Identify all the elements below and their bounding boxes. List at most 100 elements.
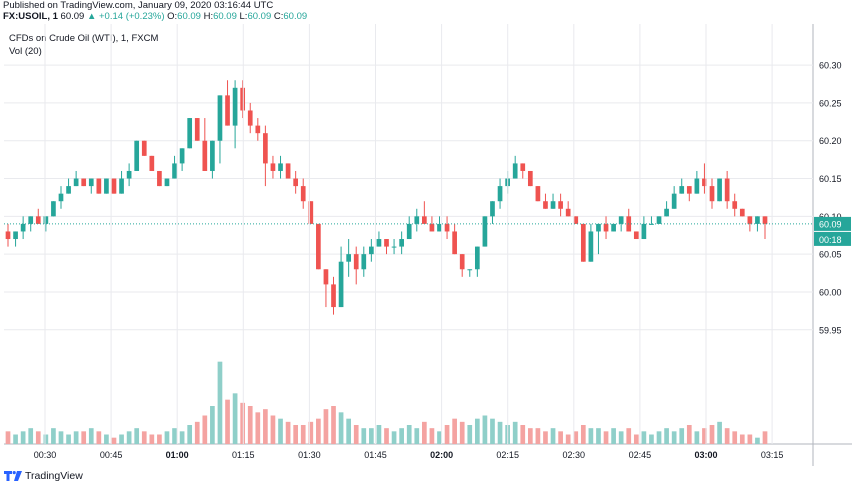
volume-bar: [149, 434, 155, 444]
volume-bar: [535, 428, 541, 444]
volume-bar: [134, 428, 140, 444]
volume-bar: [550, 428, 556, 444]
volume-bar: [391, 431, 397, 444]
candle-body: [580, 223, 586, 262]
time-tick-label: 03:15: [761, 450, 784, 460]
candle-body: [338, 261, 344, 308]
volume-bar: [671, 431, 677, 444]
volume-bar: [474, 418, 480, 444]
volume-bar: [702, 428, 707, 444]
volume-bar: [111, 437, 117, 444]
low-value: 60.09: [247, 11, 272, 22]
close-label: C:: [273, 11, 284, 22]
volume-bar: [444, 425, 450, 444]
candle-body: [278, 163, 283, 171]
volume-bar: [225, 399, 230, 444]
candle-body: [225, 95, 230, 126]
candle-body: [126, 170, 132, 179]
volume-bar: [452, 418, 457, 444]
candle-body: [482, 216, 488, 247]
tradingview-logo[interactable]: TradingView: [4, 470, 83, 482]
candle-body: [194, 118, 200, 141]
candle-body: [444, 223, 450, 232]
candle-body: [232, 87, 238, 126]
volume-bar: [603, 431, 609, 444]
candle-body: [43, 216, 49, 224]
candle-body: [490, 201, 495, 217]
candle-body: [702, 178, 707, 187]
volume-bar: [202, 415, 208, 444]
candle-body: [422, 216, 427, 224]
volume-bar: [437, 431, 442, 444]
volume-bar: [739, 434, 745, 444]
candlestick-chart[interactable]: CFDs on Crude Oil (WTI), 1, FXCM Vol (20)…: [0, 24, 852, 466]
candle-body: [73, 178, 79, 187]
volume-bar: [5, 431, 11, 444]
volume-bar: [520, 425, 526, 444]
candle-body: [633, 231, 639, 240]
tradingview-logo-icon: [4, 471, 22, 481]
candle-body: [293, 178, 299, 187]
volume-bar: [361, 428, 367, 444]
volume-bar: [28, 428, 34, 444]
candle-body: [376, 239, 382, 247]
candle-body: [308, 201, 314, 224]
candle-body: [187, 118, 193, 149]
volume-bar: [596, 428, 601, 444]
footer: TradingView: [0, 466, 852, 485]
price-tick-label: 60.10: [819, 212, 842, 222]
volume-bar: [51, 428, 56, 444]
volume-bar: [285, 421, 291, 444]
candle-body: [664, 208, 669, 217]
volume-bar: [467, 425, 473, 444]
time-tick-label: 01:00: [166, 450, 189, 460]
price-tick-label: 59.95: [819, 325, 842, 335]
candle-body: [459, 254, 465, 270]
high-label: H:: [203, 11, 214, 22]
volume-bar: [20, 431, 26, 444]
candle-body: [739, 208, 745, 217]
candle-body: [210, 140, 215, 171]
volume-bar: [141, 431, 147, 444]
candle-body: [762, 216, 768, 224]
volume-bar: [126, 431, 132, 444]
volume-bar: [369, 428, 374, 444]
quote-line: FX:USOIL, 1 60.09 ▲ +0.14 (+0.23%) O:60.…: [3, 11, 849, 22]
candle-body: [755, 216, 760, 224]
tradingview-brand: TradingView: [25, 470, 83, 482]
candle-body: [679, 186, 685, 194]
volume-bar: [755, 437, 760, 444]
candle-body: [361, 254, 367, 270]
candle-body: [323, 269, 329, 285]
candle-body: [104, 178, 109, 194]
price-tick-label: 60.15: [819, 174, 842, 184]
volume-bar: [611, 428, 616, 444]
volume-bar: [73, 431, 79, 444]
volume-bar: [194, 421, 200, 444]
volume-bar: [565, 434, 571, 444]
volume-bar: [247, 406, 253, 444]
candle-body: [717, 178, 722, 202]
volume-bar: [376, 425, 382, 444]
volume-bar: [527, 428, 533, 444]
candle-body: [217, 95, 223, 141]
volume-bar: [308, 421, 314, 444]
volume-bar: [323, 409, 329, 444]
candle-body: [399, 239, 404, 247]
volume-bar: [35, 431, 41, 444]
volume-bar: [164, 431, 170, 444]
open-value: 60.09: [177, 11, 201, 22]
countdown-badge: [814, 231, 851, 246]
volume-bar: [353, 425, 359, 444]
price-change: ▲ +0.14 (+0.23%): [86, 11, 165, 22]
volume-bar: [278, 418, 283, 444]
volume-bar: [217, 361, 223, 444]
time-tick-label: 02:45: [629, 450, 652, 460]
countdown-badge-label: 00:18: [819, 235, 842, 245]
volume-bar: [512, 421, 518, 444]
candle-body: [611, 223, 616, 232]
volume-bar: [119, 434, 124, 444]
candle-body: [353, 254, 359, 270]
candle-body: [51, 201, 56, 217]
volume-bar: [179, 431, 185, 444]
